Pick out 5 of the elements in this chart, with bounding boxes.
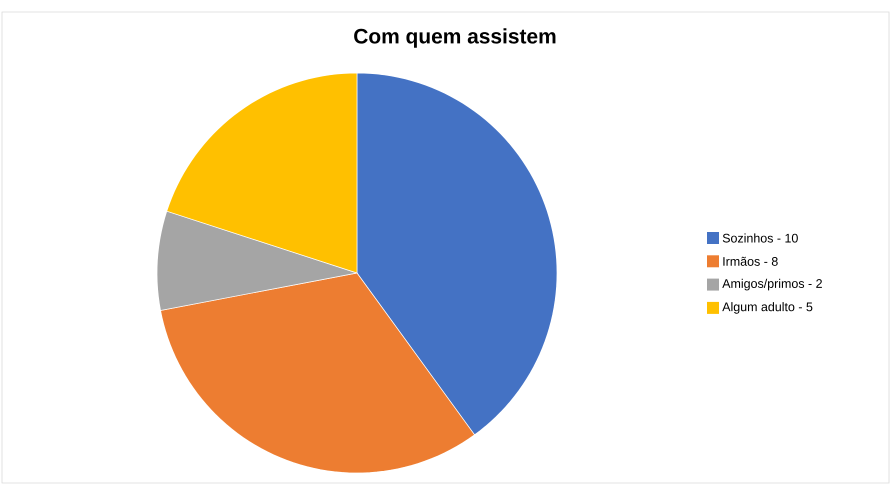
- chart-title: Com quem assistem: [354, 28, 556, 48]
- legend-label: Irmãos - 8: [723, 256, 778, 266]
- legend-label: Amigos/primos - 2: [722, 278, 822, 290]
- legend-label: Sozinhos - 10: [722, 233, 798, 243]
- legend-label: Algum adulto - 5: [722, 302, 812, 314]
